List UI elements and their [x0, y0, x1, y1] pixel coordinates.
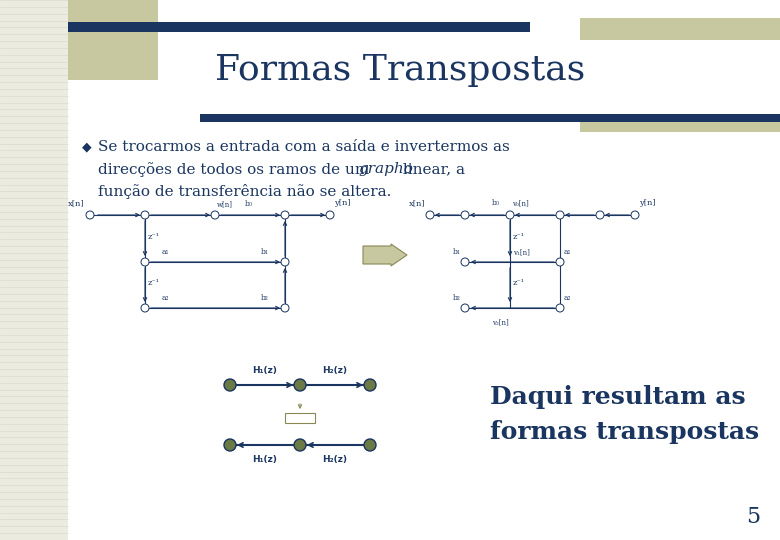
Bar	[200, 114, 780, 122]
Circle shape	[224, 379, 236, 391]
Circle shape	[596, 211, 604, 219]
Text: z⁻¹: z⁻¹	[148, 279, 160, 287]
Text: b₀: b₀	[245, 200, 253, 208]
Circle shape	[281, 211, 289, 219]
Circle shape	[141, 211, 149, 219]
Bar	[68, 22, 530, 32]
Text: y[n]: y[n]	[639, 199, 656, 207]
Circle shape	[556, 211, 564, 219]
Text: v₁[n]: v₁[n]	[513, 248, 530, 256]
Circle shape	[556, 258, 564, 266]
Circle shape	[461, 304, 469, 312]
Text: z⁻¹: z⁻¹	[513, 279, 525, 287]
Circle shape	[461, 258, 469, 266]
Text: y[n]: y[n]	[334, 199, 351, 207]
Circle shape	[506, 211, 514, 219]
Text: b₀: b₀	[492, 199, 500, 207]
Circle shape	[281, 258, 289, 266]
Text: b₁: b₁	[453, 248, 461, 256]
Bar	[68, 0, 158, 80]
Text: Formas Transpostas: Formas Transpostas	[215, 53, 585, 87]
Bar	[580, 114, 780, 132]
Circle shape	[326, 211, 334, 219]
Bar	[0, 0, 68, 540]
Text: v₂[n]: v₂[n]	[491, 318, 509, 326]
Text: z⁻¹: z⁻¹	[148, 233, 160, 241]
Text: a₂: a₂	[564, 294, 572, 302]
Circle shape	[364, 379, 376, 391]
Text: grapho: grapho	[358, 162, 413, 176]
Text: x[n]: x[n]	[410, 199, 426, 207]
Circle shape	[211, 211, 219, 219]
Circle shape	[631, 211, 639, 219]
Text: z⁻¹: z⁻¹	[513, 233, 525, 241]
Text: formas transpostas: formas transpostas	[490, 420, 759, 444]
Text: a₂: a₂	[161, 294, 168, 302]
Circle shape	[294, 379, 306, 391]
Text: 5: 5	[746, 506, 760, 528]
Text: Daqui resultam as: Daqui resultam as	[490, 385, 746, 409]
Text: a₁: a₁	[161, 248, 168, 256]
Text: H₁(z): H₁(z)	[253, 366, 278, 375]
Text: H₁(z): H₁(z)	[253, 455, 278, 464]
Text: linear, a: linear, a	[398, 162, 465, 176]
Circle shape	[294, 439, 306, 451]
Circle shape	[224, 439, 236, 451]
Circle shape	[141, 304, 149, 312]
Circle shape	[461, 211, 469, 219]
Text: função de transferência não se altera.: função de transferência não se altera.	[98, 184, 392, 199]
Text: x[n]: x[n]	[69, 199, 85, 207]
Circle shape	[556, 304, 564, 312]
Text: v₀[n]: v₀[n]	[512, 199, 529, 207]
Text: b₂: b₂	[261, 294, 269, 302]
Text: b₂: b₂	[453, 294, 461, 302]
Text: Se trocarmos a entrada com a saída e invertermos as: Se trocarmos a entrada com a saída e inv…	[98, 140, 510, 154]
Circle shape	[281, 304, 289, 312]
Circle shape	[141, 258, 149, 266]
Text: b₁: b₁	[261, 248, 269, 256]
Text: H₂(z): H₂(z)	[322, 455, 348, 464]
Circle shape	[426, 211, 434, 219]
Circle shape	[86, 211, 94, 219]
FancyArrow shape	[363, 244, 407, 266]
Bar	[285, 413, 315, 423]
Text: ◆: ◆	[82, 140, 91, 153]
Bar	[580, 18, 780, 40]
Text: H₂(z): H₂(z)	[322, 366, 348, 375]
Text: a₁: a₁	[564, 248, 572, 256]
Text: w[n]: w[n]	[217, 200, 233, 208]
Circle shape	[364, 439, 376, 451]
Text: direcções de todos os ramos de um: direcções de todos os ramos de um	[98, 162, 374, 177]
